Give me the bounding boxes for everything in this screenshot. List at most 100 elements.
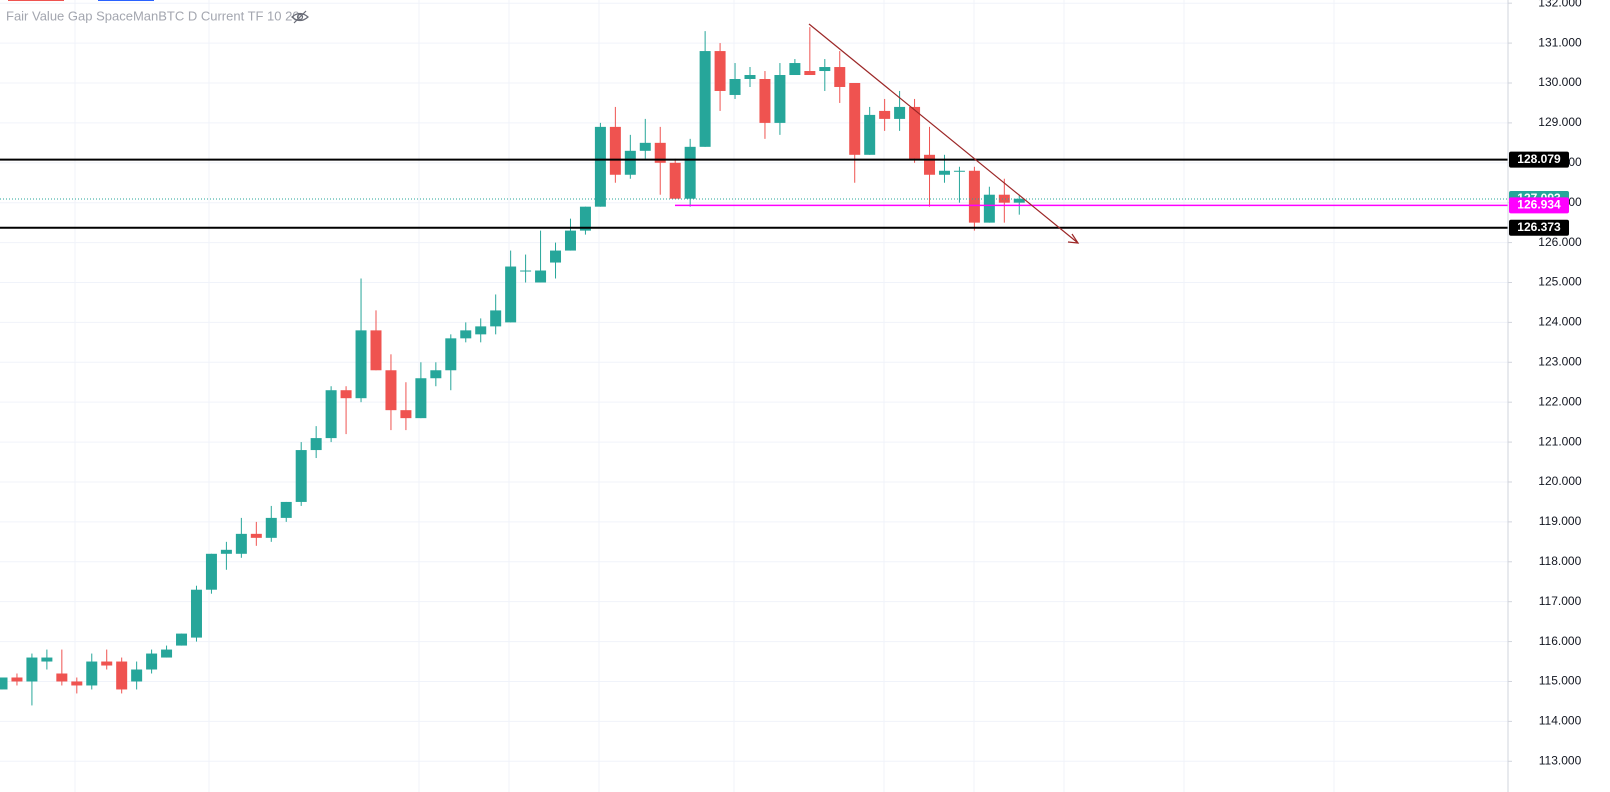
candle-body [998, 194, 1010, 203]
candle-body [714, 51, 726, 91]
candle-body [490, 310, 502, 327]
y-tick-label: 118.000 [1539, 554, 1582, 568]
candle-body [146, 653, 158, 670]
y-tick-label: 120.000 [1538, 474, 1582, 488]
candle-body [624, 150, 636, 175]
y-tick-label: 115.000 [1539, 674, 1582, 688]
price-label-box [1509, 219, 1569, 236]
hide-icon[interactable] [291, 10, 309, 24]
candle-body [445, 338, 457, 371]
y-tick-label: 116.000 [1539, 634, 1582, 648]
y-tick-label: 117.000 [1539, 594, 1582, 608]
candle-body [265, 517, 277, 538]
candle-body [654, 142, 666, 163]
candle-body [235, 533, 247, 554]
candle-body [729, 79, 741, 95]
time-grid [74, 0, 1335, 792]
candle-body [430, 370, 442, 379]
strike [293, 10, 307, 24]
candle-body [744, 75, 756, 80]
price-label-box [1509, 197, 1569, 214]
candle-body [535, 270, 547, 283]
candle-body [924, 154, 936, 175]
candle-body [938, 170, 950, 175]
candle-body [250, 533, 262, 538]
candle-body [520, 270, 532, 272]
y-tick-label: 131.000 [1538, 35, 1582, 49]
candle-body [415, 378, 427, 419]
candle-body [759, 79, 771, 123]
y-tick-label: 124.000 [1538, 315, 1582, 329]
candle-body [550, 250, 562, 263]
price-label-box [1509, 151, 1569, 168]
candle-body [295, 450, 307, 502]
candle-body [864, 114, 876, 155]
candle-body [370, 330, 382, 371]
pupil [296, 13, 304, 21]
y-tick-label: 132.000 [1538, 0, 1582, 9]
candle-body [161, 649, 173, 658]
candle-body [310, 438, 322, 451]
y-tick-label: 113.000 [1539, 753, 1582, 767]
candle-body [220, 549, 232, 554]
candle-body [834, 67, 846, 87]
candle-body [639, 142, 651, 151]
price-label: 126.373 [1517, 220, 1561, 234]
price-grid [0, 2, 1508, 762]
price-axis-labels: 132.000131.000130.000129.000128.000127.0… [1508, 0, 1582, 767]
price-label: 126.934 [1517, 197, 1561, 211]
candle-body [594, 126, 606, 207]
candle-body [953, 170, 965, 172]
indicator-title: Fair Value Gap SpaceManBTC D Current TF … [6, 8, 300, 23]
candle-body [475, 326, 487, 335]
candle-body [0, 677, 8, 690]
candle-body [849, 82, 861, 155]
candle-body [26, 657, 38, 682]
candle-body [325, 390, 337, 439]
y-tick-label: 129.000 [1538, 115, 1582, 129]
y-tick-label: 114.000 [1539, 714, 1582, 728]
y-tick-label: 126.000 [1538, 235, 1582, 249]
candle-body [56, 673, 68, 682]
candle-body [505, 266, 517, 323]
candle-body [774, 75, 786, 123]
candle-body [909, 106, 921, 159]
candle-body [609, 126, 621, 175]
candles [0, 27, 1025, 706]
candle-body [11, 677, 23, 682]
candle-body [101, 661, 113, 666]
levels [0, 158, 1508, 229]
y-tick-label: 121.000 [1538, 434, 1582, 448]
candle-body [280, 501, 292, 518]
candle-body [894, 106, 906, 119]
trend-line [808, 23, 1079, 244]
candle-body [460, 330, 472, 339]
top-tab [8, 0, 64, 1]
candle-body [669, 162, 681, 199]
candle-body [131, 669, 143, 682]
candle-body [564, 230, 576, 251]
candle-body [819, 67, 831, 72]
price-label: 128.079 [1517, 152, 1561, 166]
candle-body [385, 370, 397, 411]
candle-body [86, 661, 98, 686]
y-tick-label: 123.000 [1538, 354, 1582, 368]
candle-body [190, 589, 202, 638]
candle-body [176, 633, 188, 646]
candle-body [355, 330, 367, 399]
y-tick-label: 122.000 [1538, 394, 1582, 408]
candle-body [116, 661, 128, 690]
candle-body [400, 410, 412, 419]
candle-body [71, 681, 83, 686]
candle-body [340, 390, 352, 399]
candle-body [968, 170, 980, 223]
candle-body [41, 657, 53, 662]
top-tab [98, 0, 154, 1]
candle-body [804, 71, 816, 76]
candle-body [205, 553, 217, 590]
candle-body [1013, 198, 1025, 203]
candle-body [879, 110, 891, 119]
